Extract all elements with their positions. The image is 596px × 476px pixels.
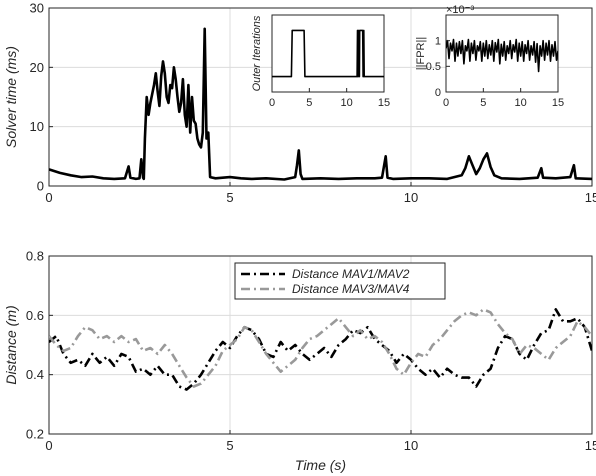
x-tick-label: 15 [378, 97, 390, 109]
outer-iterations-x-tick-labels: 0 5 10 15 [269, 88, 390, 109]
y-tick-label: 1 [435, 36, 441, 48]
y-tick-label: 0.6 [26, 308, 44, 323]
y-tick-label: 0 [435, 87, 441, 99]
time-x-axis-label: Time (s) [295, 457, 346, 473]
distance-plot: 0 5 10 15 0.2 0.4 0.6 0.8 Distance (m) Time (s… [3, 249, 596, 473]
y-tick-label: 0 [37, 179, 44, 194]
distance-legend: Distance MAV1/MAV2 Distance MAV3/MAV4 [234, 262, 446, 300]
fpr-norm-series [446, 38, 558, 73]
outer-iterations-series [272, 29, 384, 78]
legend-label-mav1-mav2: Distance MAV1/MAV2 [292, 267, 410, 281]
y-tick-label: 10 [30, 119, 44, 134]
x-tick-label: 15 [585, 438, 596, 453]
solver-time-series [49, 27, 592, 181]
x-tick-label: 10 [404, 190, 418, 205]
legend-box [234, 262, 446, 300]
fpr-norm-exponent-label: ×10⁻³ [446, 4, 474, 16]
outer-iterations-y-axis-label: Outer Iterations [251, 15, 263, 91]
legend-label-mav3-mav4: Distance MAV3/MAV4 [292, 282, 410, 296]
x-tick-label: 5 [480, 97, 486, 109]
x-tick-label: 15 [585, 190, 596, 205]
outer-iterations-inset: 0 5 10 15 Outer Iterations [251, 14, 390, 109]
outer-iterations-inset-background [272, 15, 384, 92]
x-tick-label: 10 [515, 97, 527, 109]
y-tick-label: 0.8 [26, 249, 44, 264]
distance-axes-box [48, 255, 593, 435]
y-tick-label: 30 [30, 1, 44, 16]
x-tick-label: 0 [269, 97, 275, 109]
x-tick-label: 0 [45, 190, 52, 205]
x-tick-label: 0 [443, 97, 449, 109]
outer-iterations-axes-box [271, 14, 385, 93]
series-line-0 [49, 308, 592, 391]
solver-time-y-axis-label: Solver time (ms) [3, 46, 19, 148]
x-tick-label: 5 [226, 190, 233, 205]
fpr-norm-inset: 0 5 10 15 00.51 ||FPR|| ×10⁻³ [415, 4, 564, 109]
distance-y-tick-labels: 0.2 0.4 0.6 0.8 [26, 249, 53, 442]
solver-time-y-tick-labels: 0 10 20 30 [30, 1, 53, 194]
x-tick-label: 10 [341, 97, 353, 109]
solver-time-x-tick-labels: 0 5 10 15 [45, 182, 596, 205]
fpr-norm-y-tick-labels: 00.51 [426, 36, 450, 99]
fpr-norm-y-axis-label: ||FPR|| [415, 37, 427, 70]
y-tick-label: 0.5 [426, 61, 441, 73]
x-tick-label: 5 [226, 438, 233, 453]
x-tick-label: 10 [404, 438, 418, 453]
y-tick-label: 0.4 [26, 367, 44, 382]
x-tick-label: 15 [552, 97, 564, 109]
series-line-0 [446, 38, 558, 73]
y-tick-label: 20 [30, 60, 44, 75]
y-tick-label: 0.2 [26, 427, 44, 442]
fpr-norm-x-tick-labels: 0 5 10 15 [443, 88, 564, 109]
x-tick-label: 5 [306, 97, 312, 109]
distance-x-tick-labels: 0 5 10 15 [45, 430, 596, 453]
distance-y-axis-label: Distance (m) [3, 305, 19, 384]
x-tick-label: 0 [45, 438, 52, 453]
series-line-0 [49, 27, 592, 181]
series-line-1 [49, 308, 592, 388]
series-line-0 [272, 29, 384, 78]
solver-time-axes-box [48, 7, 593, 187]
distance-series [49, 308, 592, 391]
